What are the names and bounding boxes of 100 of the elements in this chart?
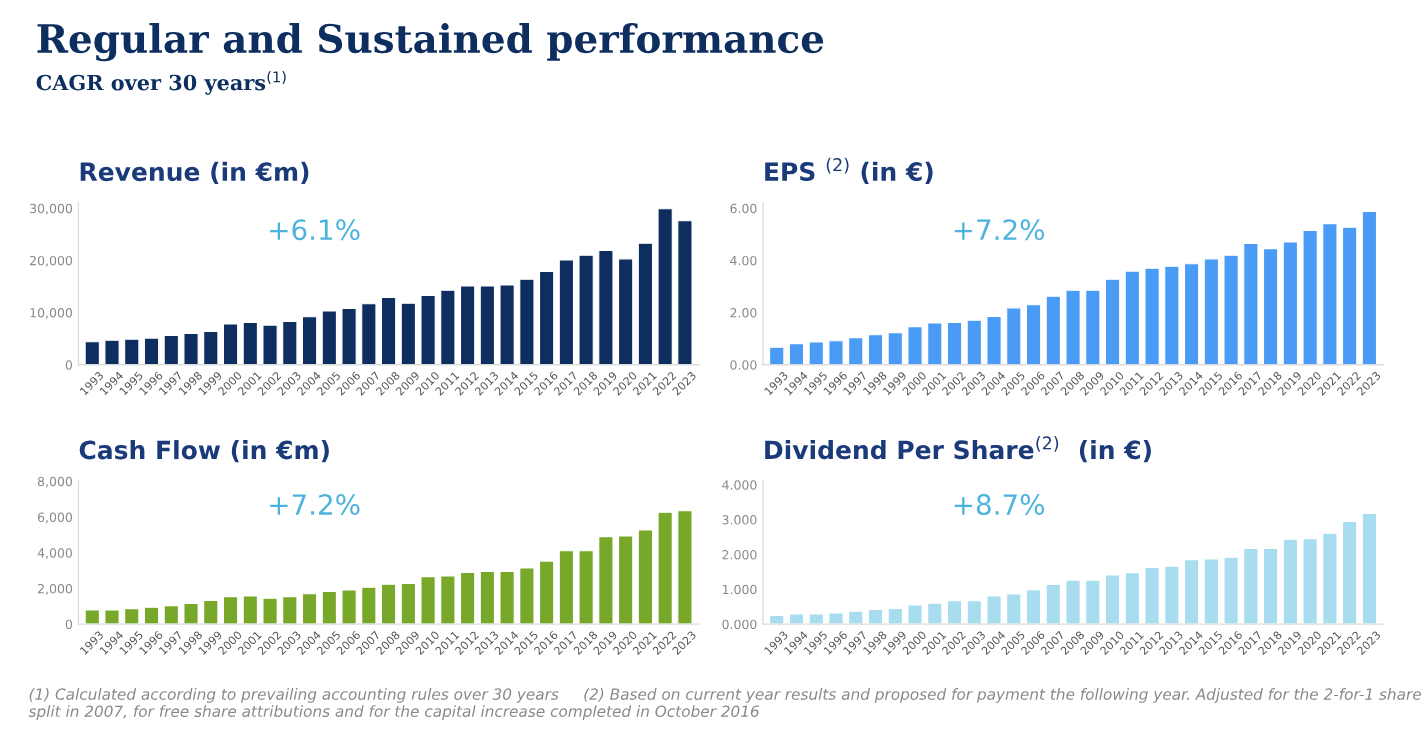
bar: [1203, 258, 1220, 365]
bar: [1243, 547, 1259, 625]
bar: [637, 529, 654, 625]
bar: [479, 285, 496, 365]
annotation: +7.2%: [954, 219, 1045, 241]
bar: [321, 310, 337, 365]
bar: [499, 570, 515, 625]
bar: [677, 220, 693, 365]
bar: [907, 326, 923, 365]
bar: [946, 321, 963, 365]
bar: [282, 596, 298, 625]
bar: [400, 582, 417, 625]
bar: [1341, 520, 1358, 625]
bar: [657, 511, 673, 625]
bar: [1104, 278, 1121, 365]
bar: [1341, 226, 1358, 365]
bar: [84, 341, 100, 365]
chart-title: Dividend Per Share$^{(2)}$ (in €): [765, 436, 1151, 463]
bar: [677, 510, 693, 625]
annotation: +8.7%: [954, 494, 1045, 516]
bar: [1262, 248, 1279, 365]
bar: [1025, 589, 1042, 625]
bar: [380, 296, 397, 365]
bar: [769, 346, 785, 365]
bar: [1164, 265, 1180, 365]
bar: [788, 343, 805, 365]
bar: [946, 600, 963, 625]
bar: [1144, 566, 1160, 625]
bar: [1322, 223, 1338, 365]
bar: [617, 258, 634, 365]
bar: [1322, 532, 1338, 625]
bar: [104, 609, 120, 625]
bar: [1262, 547, 1279, 625]
bar: [1085, 289, 1101, 365]
bar: [558, 259, 575, 365]
chart-title: Revenue (in €m): [80, 161, 309, 185]
bar: [282, 320, 298, 365]
bar: [867, 334, 884, 365]
bar: [301, 593, 318, 625]
bar: [788, 613, 805, 625]
text: CAGR over 30 years$^{(1)}$: [36, 71, 286, 95]
bar: [769, 614, 785, 625]
bar: [828, 612, 844, 625]
bar: [124, 338, 140, 365]
bar: [1361, 210, 1378, 365]
bar: [420, 576, 436, 625]
bar: [1025, 304, 1042, 365]
bar: [828, 340, 844, 365]
bar: [104, 339, 120, 365]
bar: [84, 609, 100, 625]
bar: [301, 316, 318, 365]
bar: [459, 571, 476, 625]
text: Regular and Sustained performance: [37, 23, 824, 62]
bar: [1144, 267, 1160, 365]
bar: [1104, 574, 1121, 625]
bar: [499, 284, 515, 365]
bar: [242, 321, 258, 365]
bar: [637, 242, 654, 365]
bar: [1006, 307, 1022, 365]
bar: [321, 590, 337, 625]
bar: [361, 586, 377, 625]
bar: [143, 337, 160, 365]
bar: [1124, 270, 1140, 365]
bar: [163, 605, 179, 625]
chart-title: EPS $^{(2)}$ (in €): [765, 157, 933, 184]
bar: [163, 334, 179, 365]
bar: [966, 319, 982, 365]
bar: [183, 332, 199, 365]
bar: [1183, 559, 1200, 625]
bar: [1164, 565, 1180, 625]
bar: [538, 270, 555, 365]
bar: [617, 535, 634, 625]
chart-title: Cash Flow (in €m): [79, 440, 329, 463]
bar: [1361, 512, 1378, 625]
bar: [1302, 229, 1318, 365]
bar: [262, 597, 278, 625]
bar: [341, 307, 357, 365]
bar: [1045, 583, 1061, 625]
bar: [867, 608, 884, 625]
bar: [203, 599, 219, 625]
bar: [598, 249, 614, 365]
bar: [420, 294, 436, 365]
bar: [986, 315, 1002, 365]
bar: [808, 341, 824, 365]
bar: [519, 278, 535, 365]
bar: [1065, 579, 1081, 625]
bar: [183, 602, 199, 625]
bar: [558, 550, 575, 625]
bar: [222, 323, 239, 365]
bar: [124, 608, 140, 625]
bar: [538, 560, 555, 625]
bar: [479, 570, 496, 625]
bar: [400, 302, 417, 365]
bar: [341, 589, 357, 625]
bar: [887, 607, 903, 625]
bar: [242, 595, 258, 625]
bar: [440, 575, 456, 625]
bar: [927, 322, 943, 365]
bar: [1085, 579, 1101, 625]
bar: [887, 332, 903, 365]
